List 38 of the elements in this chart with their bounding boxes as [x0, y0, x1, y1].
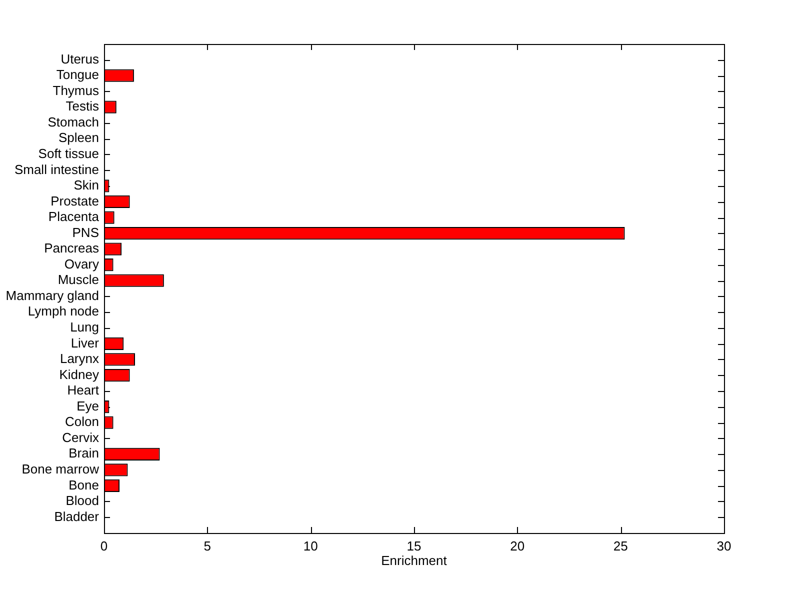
y-tick-label: Eye — [76, 398, 99, 414]
y-tick-label: Thymus — [52, 82, 100, 98]
y-tick-label: Kidney — [59, 366, 100, 382]
x-tick-label: 25 — [613, 538, 628, 554]
y-tick-label: Placenta — [48, 209, 100, 224]
y-tick-label: Testis — [66, 98, 100, 114]
x-tick-label: 5 — [204, 538, 211, 554]
y-tick-label: Stomach — [48, 114, 99, 130]
y-tick-label: Bladder — [54, 508, 100, 524]
x-tick-label: 10 — [303, 538, 318, 554]
y-tick-label: Skin — [74, 178, 99, 193]
y-tick-label: Bone marrow — [22, 461, 100, 476]
y-tick-label: Uterus — [60, 51, 100, 66]
y-tick-label: PNS — [72, 224, 100, 240]
x-tick-label: 0 — [100, 538, 108, 554]
y-tick-label: Cervix — [62, 430, 100, 445]
y-tick-label: Pancreas — [44, 240, 100, 256]
x-tick-label: 30 — [716, 538, 732, 554]
y-tick-label: Larynx — [60, 351, 100, 366]
y-tick-label: Prostate — [50, 193, 99, 208]
x-axis-title: Enrichment — [381, 552, 448, 568]
y-tick-label: Blood — [66, 493, 99, 508]
y-tick-label: Lymph node — [28, 304, 99, 319]
y-tick-label: Lung — [70, 320, 99, 335]
y-tick-label: Brain — [68, 446, 99, 461]
y-tick-label: Small intestine — [14, 162, 99, 177]
x-tick-label: 15 — [406, 538, 422, 554]
x-tick-label: 20 — [510, 538, 525, 554]
y-tick-label: Colon — [65, 414, 99, 430]
y-tick-label: Spleen — [58, 130, 99, 146]
y-tick-label: Muscle — [58, 272, 99, 288]
y-tick-label: Bone — [68, 477, 99, 492]
y-tick-label: Soft tissue — [38, 146, 99, 161]
y-tick-label: Liver — [70, 335, 100, 350]
y-tick-label: Mammary gland — [6, 288, 99, 303]
y-tick-label: Ovary — [64, 256, 100, 272]
y-tick-label: Tongue — [56, 67, 99, 82]
y-tick-label: Heart — [67, 382, 100, 398]
